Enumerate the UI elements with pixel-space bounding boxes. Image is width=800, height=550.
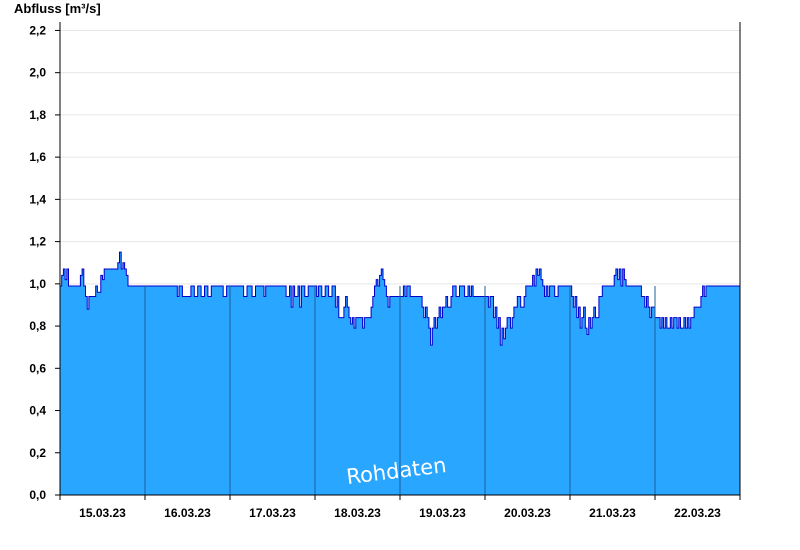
y-tick-label: 1,2 <box>29 235 46 249</box>
y-tick-label: 1,8 <box>29 108 46 122</box>
discharge-line <box>60 251 740 346</box>
x-tick-label: 19.03.23 <box>419 506 466 520</box>
x-tick-label: 22.03.23 <box>674 506 721 520</box>
x-tick-label: 17.03.23 <box>249 506 296 520</box>
x-ticks: 15.03.23 16.03.23 17.03.23 18.03.23 19.03.23… <box>59 495 741 520</box>
y-tick-label: 0,4 <box>29 404 46 418</box>
y-tick-label: 1,4 <box>29 192 46 206</box>
y-tick-label: 1,6 <box>29 150 46 164</box>
y-tick-label: 0,0 <box>29 488 46 502</box>
y-tick-label: 1,0 <box>29 277 46 291</box>
x-tick-label: 16.03.23 <box>164 506 211 520</box>
y-axis-label: Abfluss [m³/s] <box>14 1 101 16</box>
x-tick-label: 18.03.23 <box>334 506 381 520</box>
y-tick-label: 2,0 <box>29 66 46 80</box>
x-tick-label: 21.03.23 <box>589 506 636 520</box>
y-ticks: 0,0 0,2 0,4 0,6 0,8 1,0 1,2 1,4 1,6 1,8 2,0 2,2 <box>29 23 60 502</box>
x-tick-label: 15.03.23 <box>79 506 126 520</box>
y-tick-label: 0,2 <box>29 446 46 460</box>
day-dividers <box>144 285 656 495</box>
y-tick-label: 0,8 <box>29 319 46 333</box>
y-tick-label: 0,6 <box>29 361 46 375</box>
x-tick-label: 20.03.23 <box>504 506 551 520</box>
y-tick-label: 2,2 <box>29 23 46 37</box>
